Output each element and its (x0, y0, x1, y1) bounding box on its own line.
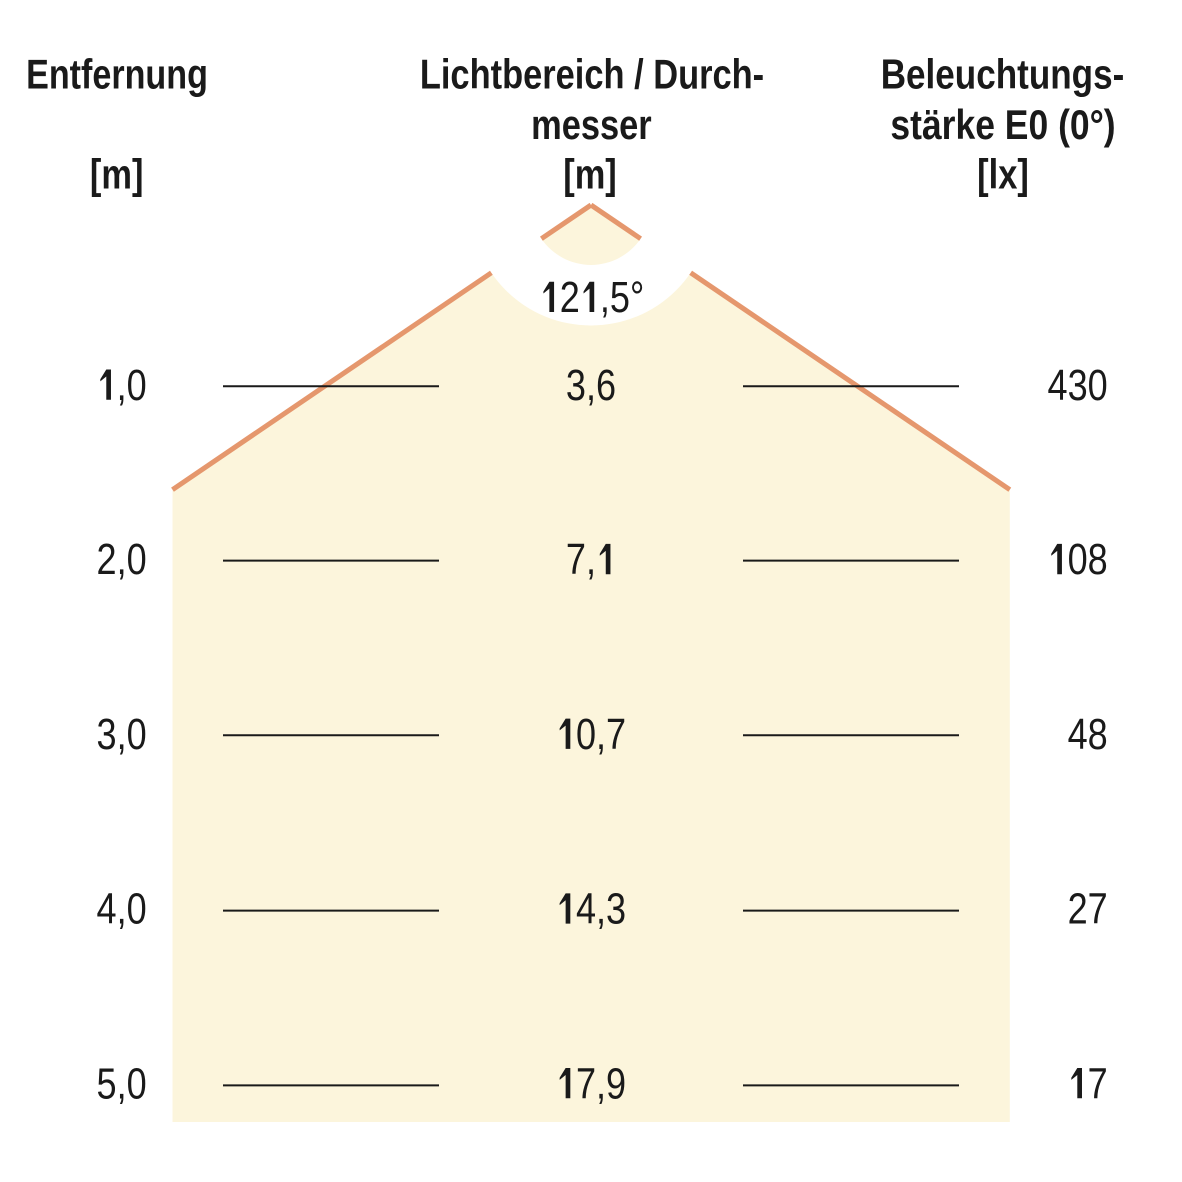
svg-text:stärke E0 (0°): stärke E0 (0°) (890, 102, 1115, 148)
svg-text:48: 48 (1068, 710, 1108, 759)
svg-text:27: 27 (1068, 884, 1108, 933)
svg-text:[m]: [m] (90, 152, 144, 199)
svg-text:3,0: 3,0 (97, 710, 147, 759)
svg-text:Beleuchtungs-: Beleuchtungs- (881, 52, 1125, 99)
svg-text:2,0: 2,0 (97, 535, 147, 584)
svg-text:3,6: 3,6 (566, 360, 616, 409)
svg-text:5,0: 5,0 (97, 1059, 147, 1108)
svg-text:Lichtbereich / Durch-: Lichtbereich / Durch- (420, 51, 764, 98)
svg-text:Entfernung: Entfernung (26, 51, 208, 98)
svg-text:[lx]: [lx] (977, 152, 1029, 199)
svg-text:messer: messer (531, 102, 652, 149)
svg-text:430: 430 (1048, 360, 1108, 409)
svg-text:4,0: 4,0 (97, 884, 147, 933)
svg-text:[m]: [m] (563, 152, 617, 199)
